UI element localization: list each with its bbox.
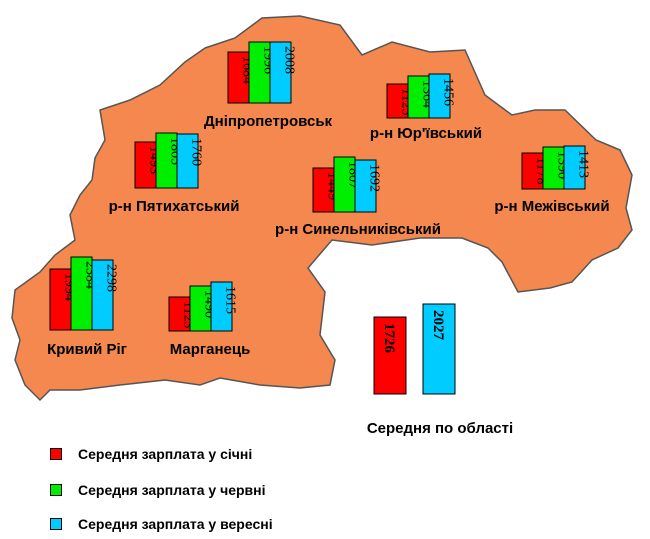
bar-synelnykivskyi-september: [354, 159, 377, 213]
january-swatch: [50, 448, 62, 460]
district-label-dnipro: Дніпропетровськ: [204, 113, 333, 130]
district-label-kryvyi-rih: Кривий Ріг: [47, 341, 127, 358]
district-label-mezhivskyi: р-н Межівський: [494, 198, 609, 215]
bar-piatykhatskyi-september: [176, 133, 199, 189]
bar-label-kryvyi-rih-september: 2298: [104, 264, 119, 292]
average-bar-january: [373, 316, 407, 395]
june-swatch: [50, 484, 62, 496]
legend-label-september: Середня зарплата у вересні: [78, 516, 273, 532]
bar-mezhivskyi-september: [563, 145, 586, 190]
average-label: Середня по області: [367, 420, 513, 437]
bar-label-piatykhatskyi-september: 1760: [189, 138, 204, 166]
district-label-piatykhatskyi: р-н Пятихатський: [109, 198, 240, 215]
average-bar-label-january: 1726: [381, 323, 397, 354]
bar-label-yurivskyi-september: 1456: [441, 78, 456, 106]
legend-item-january: Середня зарплата у січні: [50, 446, 252, 462]
average-bar-label-september: 2027: [430, 310, 446, 341]
legend-item-september: Середня зарплата у вересні: [50, 516, 273, 532]
bar-marhanets-september: [210, 281, 233, 332]
bar-label-marhanets-september: 1615: [223, 286, 238, 314]
district-label-synelnykivskyi: р-н Синельниківський: [275, 221, 441, 238]
bar-label-mezhivskyi-september: 1413: [576, 150, 591, 178]
legend-label-june: Середня зарплата у червні: [78, 482, 266, 498]
district-label-marhanets: Марганець: [170, 341, 251, 358]
bar-dnipro-september: [269, 41, 292, 104]
legend-label-january: Середня зарплата у січні: [78, 446, 253, 462]
legend-item-june: Середня зарплата у червні: [50, 482, 266, 498]
bar-yurivskyi-september: [428, 73, 451, 119]
bar-kryvyi-rih-september: [91, 259, 114, 331]
september-swatch: [50, 518, 62, 530]
bar-label-dnipro-september: 2008: [282, 46, 297, 74]
average-bar-september: [422, 303, 456, 395]
district-label-yurivskyi: р-н Юр'ївський: [370, 125, 482, 142]
bar-label-synelnykivskyi-september: 1692: [367, 164, 382, 192]
